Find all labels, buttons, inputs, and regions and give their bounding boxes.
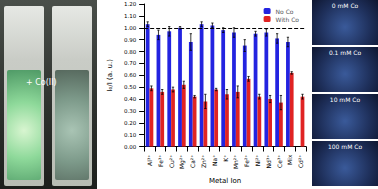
svg-text:Metal Ion: Metal Ion [209, 177, 241, 185]
html-text:10 mM Co: 10 mM Co [329, 96, 361, 103]
svg-text:With Co: With Co [276, 16, 300, 23]
svg-text:Fe³⁺: Fe³⁺ [157, 155, 164, 167]
svg-text:Na⁺: Na⁺ [211, 155, 218, 166]
svg-text:0.40: 0.40 [124, 96, 137, 102]
svg-text:0.80: 0.80 [124, 49, 137, 55]
svg-text:0.00: 0.00 [124, 144, 137, 150]
svg-text:Ca²⁺: Ca²⁺ [189, 155, 196, 168]
svg-text:0.50: 0.50 [124, 84, 137, 90]
svg-text:0.10: 0.10 [124, 132, 137, 138]
html-text:0.1 mM Co: 0.1 mM Co [328, 49, 362, 56]
svg-text:No Co: No Co [276, 8, 294, 15]
svg-text:Zn²⁺: Zn²⁺ [200, 155, 207, 169]
svg-text:1.10: 1.10 [124, 13, 137, 19]
svg-text:Ce³⁺: Ce³⁺ [276, 155, 283, 168]
svg-text:Mix: Mix [286, 154, 293, 165]
svg-text:Mg²⁺: Mg²⁺ [178, 155, 186, 170]
svg-text:0.90: 0.90 [124, 37, 137, 43]
svg-text:1.00: 1.00 [124, 25, 137, 31]
svg-text:Cu²⁺: Cu²⁺ [168, 155, 175, 169]
svg-text:K⁺: K⁺ [222, 155, 229, 162]
svg-text:I₀/I (a. u.): I₀/I (a. u.) [106, 59, 114, 92]
svg-text:Ni²⁺: Ni²⁺ [254, 155, 261, 167]
svg-text:0.60: 0.60 [124, 72, 137, 78]
svg-text:0.70: 0.70 [124, 60, 137, 66]
svg-text:Nd³⁺: Nd³⁺ [265, 155, 272, 169]
svg-text:Cd²⁺: Cd²⁺ [297, 155, 304, 169]
svg-text:Mn²⁺: Mn²⁺ [232, 155, 239, 170]
svg-text:0.20: 0.20 [124, 120, 137, 126]
html-text:100 mM Co: 100 mM Co [327, 143, 363, 150]
svg-text:1.20: 1.20 [124, 1, 137, 7]
html-text:+ Co(II): + Co(II) [26, 78, 57, 87]
svg-text:Fe²⁺: Fe²⁺ [243, 155, 250, 167]
html-text:0 mM Co: 0 mM Co [331, 2, 359, 9]
svg-text:0.30: 0.30 [124, 108, 137, 114]
svg-text:Al³⁺: Al³⁺ [146, 155, 153, 166]
